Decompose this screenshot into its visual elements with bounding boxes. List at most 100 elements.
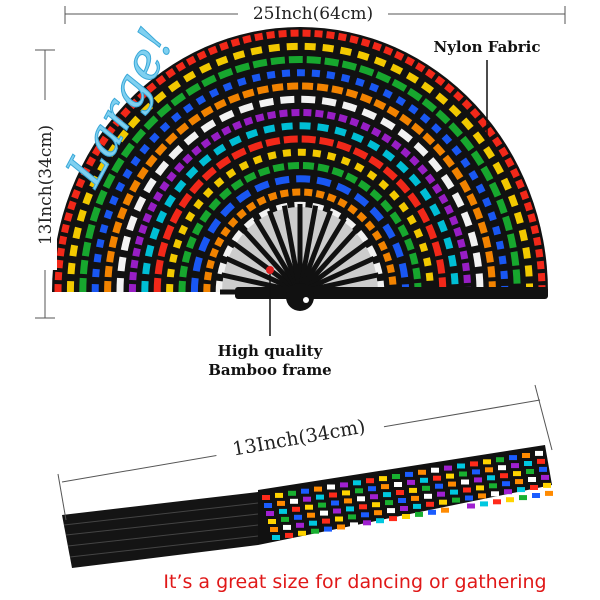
fabric-spot bbox=[296, 522, 304, 528]
fabric-spot bbox=[346, 506, 354, 512]
fabric-spot bbox=[415, 511, 423, 517]
fabric-spot bbox=[327, 484, 335, 490]
fabric-spot bbox=[272, 535, 280, 540]
fan-fabric bbox=[52, 27, 548, 292]
fabric-spot bbox=[314, 486, 322, 492]
fabric-stripe bbox=[190, 175, 410, 293]
fabric-spot bbox=[301, 488, 309, 494]
rib bbox=[241, 228, 302, 294]
fabric-spot bbox=[361, 512, 369, 518]
fabric-spot bbox=[344, 498, 352, 504]
fabric-spot bbox=[398, 498, 406, 503]
closed-fan-fabric bbox=[258, 445, 553, 545]
fabric-spot bbox=[528, 477, 536, 482]
fabric-spot bbox=[305, 504, 313, 510]
fabric-spot bbox=[506, 497, 514, 503]
fabric-spot bbox=[450, 489, 458, 495]
fabric-spot bbox=[270, 527, 278, 532]
fabric-spot bbox=[402, 514, 410, 519]
fabric-spot bbox=[511, 463, 519, 469]
rib bbox=[298, 256, 375, 295]
fabric-spot bbox=[387, 508, 395, 514]
fabric-spot bbox=[413, 503, 421, 509]
fabric-spot bbox=[476, 485, 484, 491]
rib bbox=[298, 241, 368, 295]
length-label: 13Inch(34cm) bbox=[231, 416, 367, 461]
fabric-spot bbox=[277, 500, 285, 506]
fabric-stripe bbox=[178, 162, 422, 293]
label-bg bbox=[213, 411, 386, 463]
fabric-stripe bbox=[153, 135, 447, 293]
fabric-spot bbox=[439, 499, 447, 505]
fabric-spot bbox=[285, 532, 293, 538]
rib bbox=[297, 209, 333, 293]
fabric-spot bbox=[366, 478, 374, 484]
rib bbox=[225, 256, 302, 295]
fabric-spot bbox=[519, 495, 527, 501]
fabric-spot bbox=[522, 453, 530, 458]
fabric-spot bbox=[444, 465, 452, 471]
fabric-spot bbox=[290, 498, 298, 504]
fabric-spot bbox=[543, 482, 551, 488]
fabric-spot bbox=[340, 482, 348, 488]
fabric-spot bbox=[474, 477, 482, 483]
fabric-spot bbox=[467, 503, 475, 509]
fabric-spot bbox=[379, 476, 387, 482]
rib bbox=[297, 205, 319, 293]
fabric-spot bbox=[517, 487, 525, 493]
fabric-spot bbox=[307, 512, 315, 518]
fabric-spot bbox=[472, 469, 480, 475]
fabric-stripe bbox=[91, 69, 509, 293]
fabric-spot bbox=[485, 467, 493, 473]
fabric-spot bbox=[498, 465, 506, 471]
fabric-spot bbox=[461, 479, 469, 485]
fabric-spot bbox=[437, 491, 445, 497]
pivot-pin bbox=[303, 297, 309, 303]
fabric-spot bbox=[275, 492, 283, 498]
fabric-spot bbox=[480, 501, 488, 507]
rib bbox=[232, 241, 302, 295]
fabric-spot bbox=[324, 526, 332, 532]
fabric-spot bbox=[537, 458, 545, 464]
fabric-spot bbox=[264, 503, 272, 508]
fabric-spot bbox=[268, 519, 276, 524]
fabric-spot bbox=[350, 522, 358, 528]
fabric-stripe bbox=[203, 188, 397, 293]
fabric-spot bbox=[335, 516, 343, 522]
fabric-spot bbox=[370, 494, 378, 500]
rib bbox=[267, 209, 303, 293]
fabric-spot bbox=[470, 461, 478, 467]
fabric-spot bbox=[281, 516, 289, 522]
fabric-spot bbox=[426, 501, 434, 507]
fabric-spot bbox=[409, 487, 417, 493]
fabric-spot bbox=[363, 520, 371, 526]
fabric-spot bbox=[487, 475, 495, 481]
fabric-stripe bbox=[166, 148, 434, 293]
fabric-spot bbox=[309, 520, 317, 526]
fabric-spot bbox=[420, 477, 428, 483]
fabric-spot bbox=[318, 502, 326, 508]
fabric-spot bbox=[316, 494, 324, 500]
pointer-dot bbox=[266, 266, 274, 274]
fabric-label: Nylon Fabric bbox=[433, 38, 540, 56]
fabric-spot bbox=[383, 492, 391, 498]
fabric-spot bbox=[465, 495, 473, 501]
fabric-spot bbox=[329, 492, 337, 498]
fabric-spot bbox=[376, 518, 384, 524]
fabric-spot bbox=[493, 499, 501, 505]
fabric-spot bbox=[526, 469, 534, 474]
fabric-spot bbox=[478, 493, 486, 499]
fabric-spot bbox=[279, 508, 287, 514]
rib bbox=[297, 217, 347, 294]
fabric-spot bbox=[535, 450, 543, 456]
width-label: 25Inch(64cm) bbox=[253, 4, 373, 24]
fabric-spot bbox=[457, 463, 465, 469]
fabric-spot bbox=[262, 495, 270, 500]
fabric-spot bbox=[333, 508, 341, 514]
fabric-spot bbox=[441, 507, 449, 513]
fabric-spot bbox=[320, 510, 328, 516]
fabric-stripe bbox=[54, 29, 546, 293]
fabric-spot bbox=[541, 474, 549, 480]
